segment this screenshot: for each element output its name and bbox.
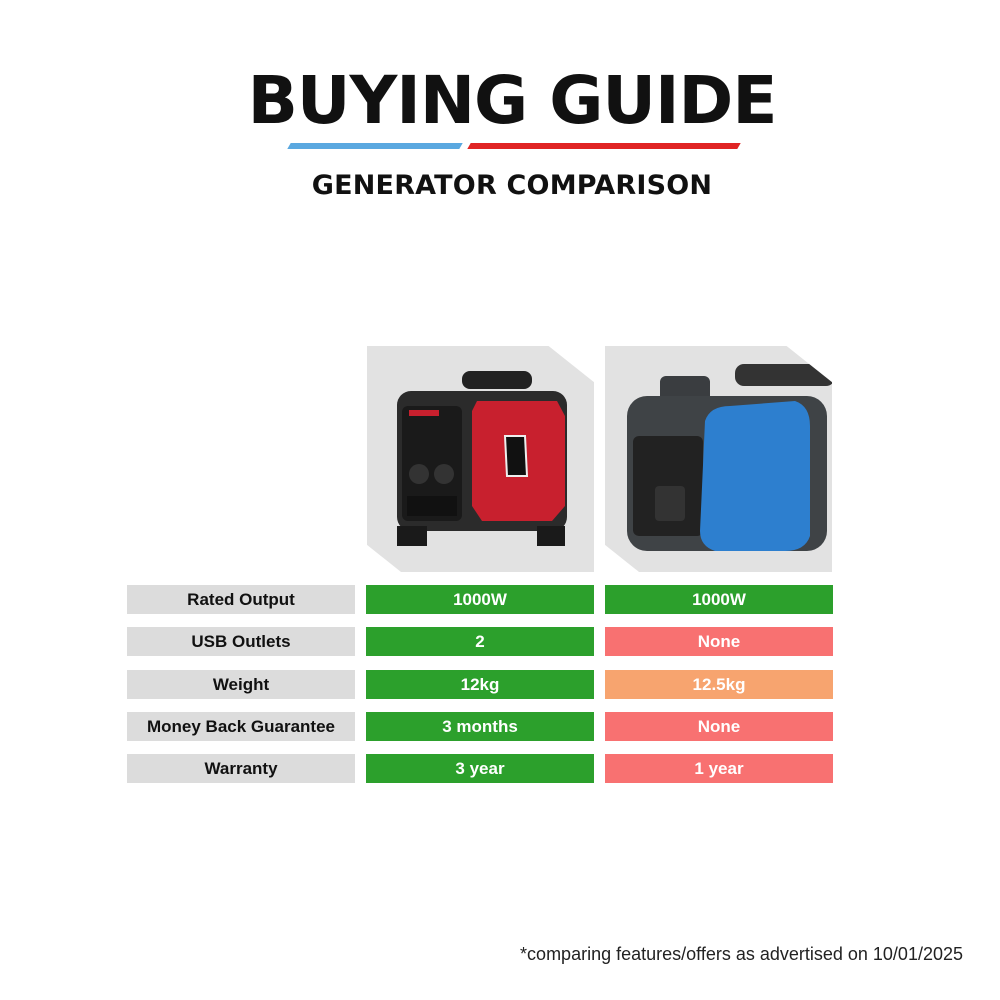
product-2-value: 1000W (605, 585, 833, 614)
accent-bar-blue (287, 143, 463, 149)
footnote: *comparing features/offers as advertised… (520, 944, 963, 964)
product-2-value: 12.5kg (605, 670, 833, 699)
product-2-value: None (605, 712, 833, 741)
product-2-value: 1 year (605, 754, 833, 783)
row-label: Rated Output (127, 585, 355, 614)
accent-bar-red (467, 143, 741, 149)
blue-generator-illustration (627, 364, 832, 551)
product-1-value: 3 months (366, 712, 594, 741)
product-image-1 (367, 346, 594, 572)
product-1-value: 2 (366, 627, 594, 656)
product-2-value: None (605, 627, 833, 656)
row-label: Warranty (127, 754, 355, 783)
product-1-value: 1000W (366, 585, 594, 614)
red-generator-illustration (397, 371, 567, 546)
row-label: Weight (127, 670, 355, 699)
row-label: USB Outlets (127, 627, 355, 656)
page-title: BUYING GUIDE (247, 62, 778, 139)
product-1-value: 12kg (366, 670, 594, 699)
product-image-2 (605, 346, 832, 572)
product-1-value: 3 year (366, 754, 594, 783)
page-subtitle: GENERATOR COMPARISON (311, 170, 713, 201)
row-label: Money Back Guarantee (127, 712, 355, 741)
